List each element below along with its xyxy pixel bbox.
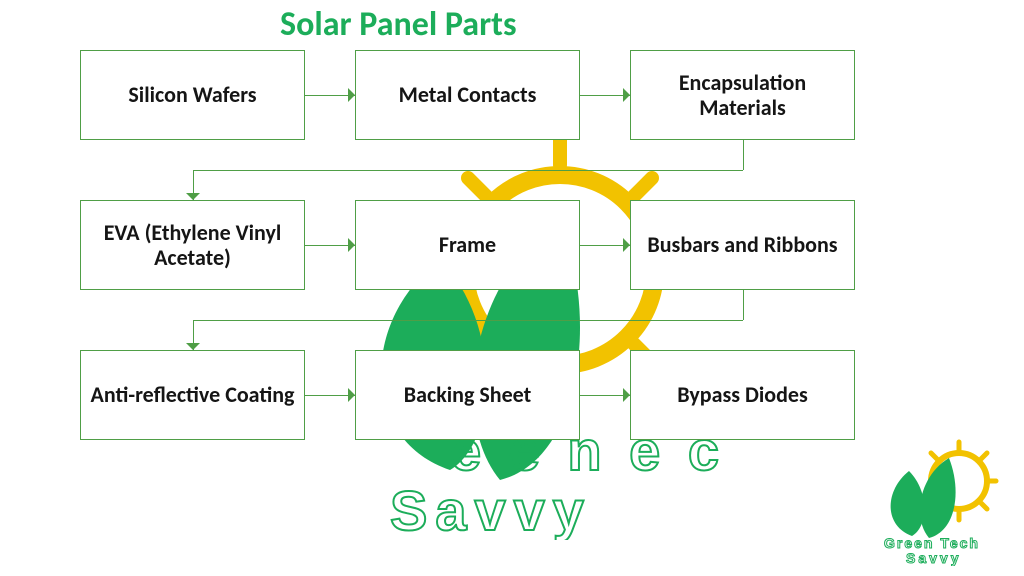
- logo-corner: Green Tech Savvy: [864, 436, 1014, 566]
- svg-text:Green Tech: Green Tech: [884, 535, 980, 551]
- node-encapsulation: Encapsulation Materials: [630, 50, 855, 140]
- svg-text:Savvy: Savvy: [906, 550, 961, 566]
- node-busbars: Busbars and Ribbons: [630, 200, 855, 290]
- node-metal-contacts: Metal Contacts: [355, 50, 580, 140]
- node-bypass-diodes: Bypass Diodes: [630, 350, 855, 440]
- diagram-title: Solar Panel Parts: [280, 4, 517, 45]
- diagram-canvas: e e n e c h Savvy Solar Panel Parts Sili…: [0, 0, 1024, 576]
- node-backing-sheet: Backing Sheet: [355, 350, 580, 440]
- watermark-logo-bg: e e n e c h Savvy: [300, 120, 720, 540]
- svg-text:Savvy: Savvy: [390, 479, 592, 540]
- node-frame: Frame: [355, 200, 580, 290]
- node-anti-reflective: Anti-reflective Coating: [80, 350, 305, 440]
- node-eva: EVA (Ethylene Vinyl Acetate): [80, 200, 305, 290]
- node-silicon-wafers: Silicon Wafers: [80, 50, 305, 140]
